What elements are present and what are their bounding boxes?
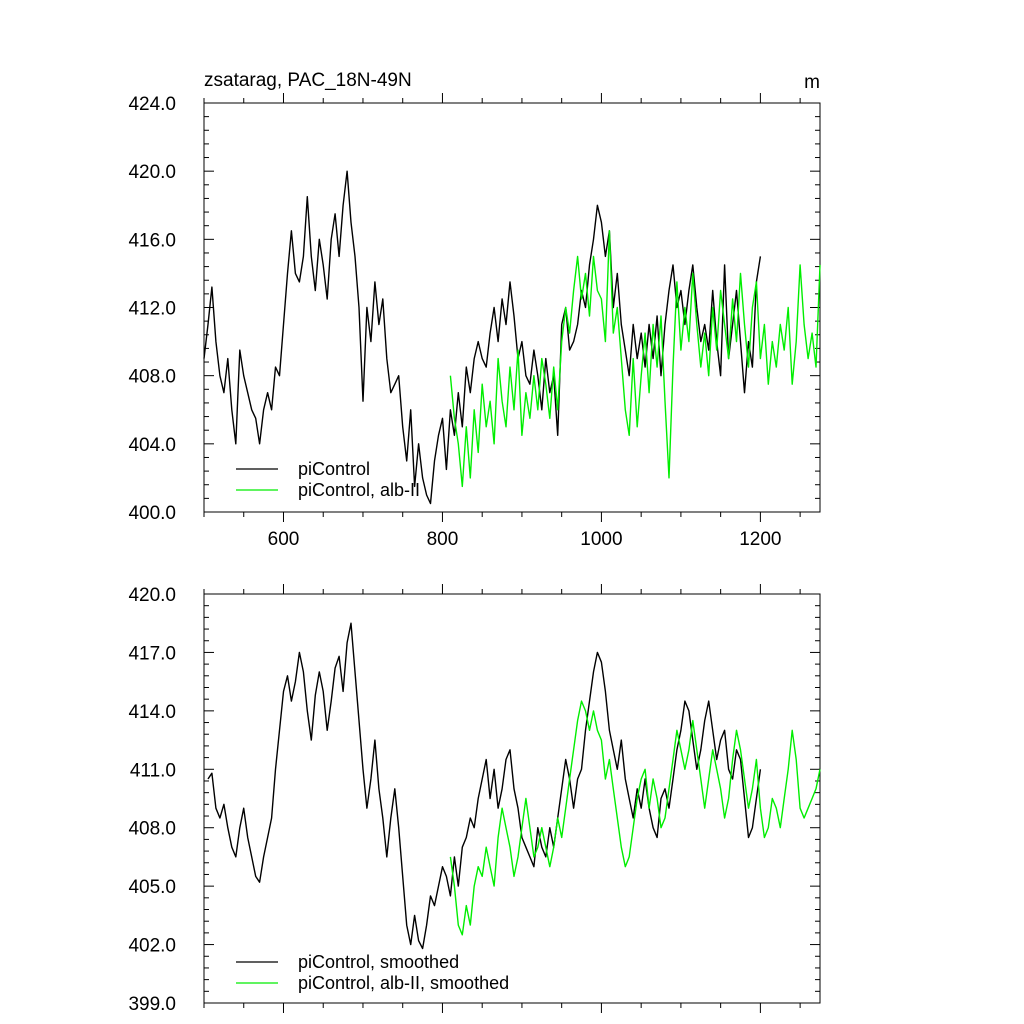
plot-frame-top [203,102,821,513]
y-tick-label: 400.0 [128,503,176,524]
plot-frame-bottom [203,593,821,1004]
legend-top: piControl piControl, alb-II [236,459,420,500]
y-tick-label: 411.0 [130,760,176,781]
legend-label-picontrol-alb-ii-smoothed: piControl, alb-II, smoothed [298,973,509,993]
chart-title: zsatarag, PAC_18N-49N [204,70,412,91]
axis-ticks-bottom: 399.0 402.0 405.0 408.0 411.0 414.0 417.0 420.0 [128,584,820,1015]
data-lines-top [203,170,821,505]
series-line-picontrol [207,622,762,950]
y-tick-label: 412.0 [128,299,176,320]
x-tick-label: 800 [427,529,459,550]
data-lines-bottom [207,622,821,950]
legend-bottom: piControl, smoothed piControl, alb-II, s… [236,952,509,993]
series-line-picontrol-alb-ii [449,230,821,488]
x-tick-label: 1200 [739,529,781,550]
units-label: m [804,72,820,93]
y-tick-label: 416.0 [128,230,176,251]
y-tick-label: 402.0 [128,936,176,957]
legend-label-picontrol-smoothed: piControl, smoothed [298,952,459,972]
y-tick-label: 408.0 [128,819,176,840]
y-tick-label: 405.0 [128,877,176,898]
legend-label-picontrol: piControl [298,459,370,479]
y-tick-label: 417.0 [128,643,176,664]
bottom-panel: 399.0 402.0 405.0 408.0 411.0 414.0 417.0 420.0… [128,584,821,1015]
top-panel: zsatarag, PAC_18N-49N m 600 800 1000 1200 40… [128,70,821,550]
legend-label-picontrol-alb-ii: piControl, alb-II [298,480,420,500]
y-tick-label: 399.0 [128,994,176,1015]
y-tick-label: 424.0 [128,94,176,115]
x-tick-label: 1000 [580,529,622,550]
series-line-picontrol [203,170,762,505]
y-tick-label: 408.0 [128,367,176,388]
axis-ticks-top: 600 800 1000 1200 400.0 404.0 408.0 412.0 416.0 4… [128,93,820,550]
series-line-picontrol-alb-ii [449,700,821,936]
y-tick-label: 404.0 [128,435,176,456]
y-tick-label: 414.0 [128,702,176,723]
y-tick-label: 420.0 [128,585,176,606]
x-tick-label: 600 [268,529,300,550]
y-tick-label: 420.0 [128,162,176,183]
